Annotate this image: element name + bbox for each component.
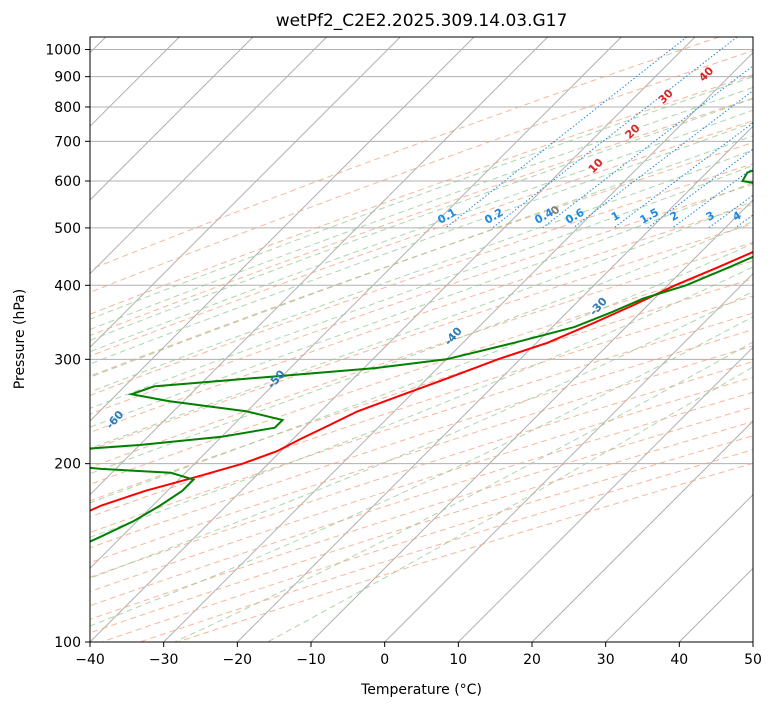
y-tick-label: 300 [54, 352, 81, 368]
y-tick-label: 600 [54, 174, 81, 190]
x-tick-label: 10 [449, 652, 467, 668]
x-tick-label: 0 [380, 652, 389, 668]
x-tick-label: −30 [149, 652, 179, 668]
y-tick-label: 200 [54, 457, 81, 473]
y-tick-label: 900 [54, 70, 81, 86]
x-tick-label: 40 [670, 652, 688, 668]
y-tick-label: 400 [54, 278, 81, 294]
x-tick-label: −20 [223, 652, 253, 668]
y-tick-label: 800 [54, 100, 81, 116]
x-tick-label: 50 [744, 652, 762, 668]
x-tick-label: 20 [523, 652, 541, 668]
y-axis-title: Pressure (hPa) [12, 289, 28, 389]
x-axis-title: Temperature (°C) [360, 682, 482, 698]
y-tick-label: 1000 [45, 43, 81, 59]
x-tick-label: 30 [597, 652, 615, 668]
chart-title: wetPf2_C2E2.2025.309.14.03.G17 [276, 11, 568, 31]
x-tick-label: −10 [296, 652, 326, 668]
y-tick-label: 500 [54, 221, 81, 237]
y-tick-label: 700 [54, 134, 81, 150]
y-tick-label: 100 [54, 635, 81, 651]
x-tick-label: −40 [75, 652, 105, 668]
